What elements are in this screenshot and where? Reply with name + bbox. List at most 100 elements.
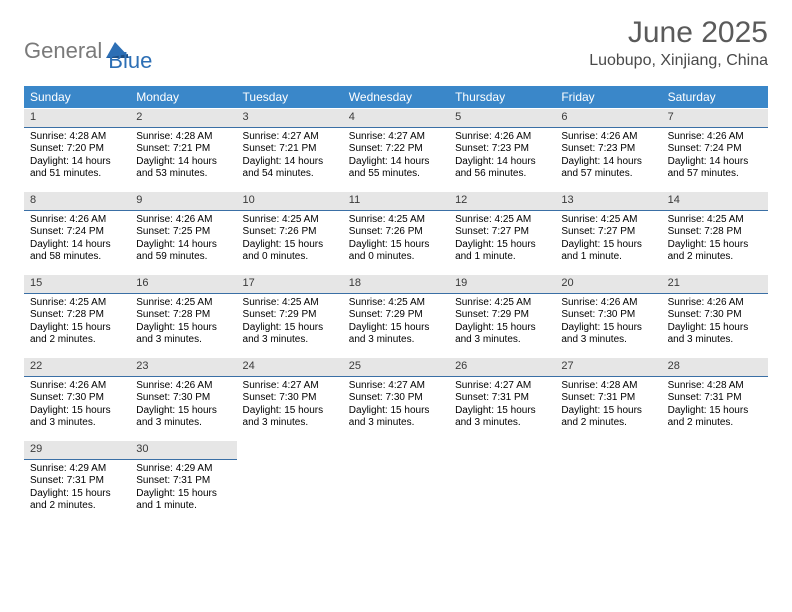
sunset-text: Sunset: 7:31 PM — [561, 392, 655, 405]
daylight-text-2: and 55 minutes. — [349, 168, 443, 181]
daylight-text-2: and 3 minutes. — [668, 334, 762, 347]
daylight-text-1: Daylight: 15 hours — [136, 405, 230, 418]
empty-day-cell — [555, 441, 661, 523]
sunset-text: Sunset: 7:28 PM — [30, 309, 124, 322]
logo-text-general: General — [24, 38, 102, 64]
sunset-text: Sunset: 7:26 PM — [349, 226, 443, 239]
day-details: Sunrise: 4:25 AMSunset: 7:28 PMDaylight:… — [24, 294, 130, 353]
day-number: 23 — [130, 358, 236, 377]
day-cell: 18Sunrise: 4:25 AMSunset: 7:29 PMDayligh… — [343, 275, 449, 357]
sunset-text: Sunset: 7:31 PM — [668, 392, 762, 405]
daylight-text-1: Daylight: 14 hours — [136, 239, 230, 252]
day-number: 10 — [237, 192, 343, 211]
sunrise-text: Sunrise: 4:27 AM — [243, 380, 337, 393]
sunset-text: Sunset: 7:30 PM — [30, 392, 124, 405]
day-cell: 12Sunrise: 4:25 AMSunset: 7:27 PMDayligh… — [449, 192, 555, 274]
daylight-text-2: and 3 minutes. — [349, 417, 443, 430]
day-cell: 19 Sunrise: 4:25 AMSunset: 7:29 PMDayligh… — [449, 275, 555, 357]
day-number: 19 — [449, 275, 555, 294]
day-details: Sunrise: 4:29 AMSunset: 7:31 PMDaylight:… — [24, 460, 130, 519]
day-cell: 23Sunrise: 4:26 AMSunset: 7:30 PMDayligh… — [130, 358, 236, 440]
daylight-text-1: Daylight: 15 hours — [668, 322, 762, 335]
daylight-text-2: and 1 minute. — [136, 500, 230, 513]
day-details: Sunrise: 4:25 AMSunset: 7:26 PMDaylight:… — [343, 211, 449, 270]
day-number: 26 — [449, 358, 555, 377]
sunset-text: Sunset: 7:31 PM — [455, 392, 549, 405]
sunset-text: Sunset: 7:22 PM — [349, 143, 443, 156]
day-details: Sunrise: 4:25 AMSunset: 7:27 PMDaylight:… — [449, 211, 555, 270]
sunrise-text: Sunrise: 4:25 AM — [30, 297, 124, 310]
day-cell: 27Sunrise: 4:28 AMSunset: 7:31 PMDayligh… — [555, 358, 661, 440]
sunrise-text: Sunrise: 4:27 AM — [349, 131, 443, 144]
daylight-text-2: and 2 minutes. — [30, 334, 124, 347]
day-number: 13 — [555, 192, 661, 211]
day-details: Sunrise: 4:26 AMSunset: 7:24 PMDaylight:… — [24, 211, 130, 270]
daylight-text-1: Daylight: 15 hours — [455, 322, 549, 335]
day-cell: 28Sunrise: 4:28 AMSunset: 7:31 PMDayligh… — [662, 358, 768, 440]
day-number: 2 — [130, 109, 236, 128]
day-details: Sunrise: 4:26 AMSunset: 7:30 PMDaylight:… — [24, 377, 130, 436]
sunrise-text: Sunrise: 4:27 AM — [349, 380, 443, 393]
day-details: Sunrise: 4:28 AMSunset: 7:31 PMDaylight:… — [555, 377, 661, 436]
daylight-text-2: and 2 minutes. — [668, 251, 762, 264]
empty-day-cell — [662, 441, 768, 523]
sunrise-text: Sunrise: 4:26 AM — [136, 214, 230, 227]
sunrise-text: Sunrise: 4:27 AM — [455, 380, 549, 393]
sunrise-text: Sunrise: 4:26 AM — [668, 297, 762, 310]
day-cell: 7Sunrise: 4:26 AMSunset: 7:24 PMDaylight… — [662, 109, 768, 191]
sunrise-text: Sunrise: 4:26 AM — [561, 131, 655, 144]
weekday-saturday: Saturday — [662, 86, 768, 108]
day-number: 5 — [449, 109, 555, 128]
day-details: Sunrise: 4:27 AMSunset: 7:30 PMDaylight:… — [343, 377, 449, 436]
day-details: Sunrise: 4:26 AMSunset: 7:23 PMDaylight:… — [449, 128, 555, 187]
daylight-text-1: Daylight: 15 hours — [30, 322, 124, 335]
daylight-text-1: Daylight: 15 hours — [561, 405, 655, 418]
location-text: Luobupo, Xinjiang, China — [589, 52, 768, 70]
weekday-friday: Friday — [555, 86, 661, 108]
sunset-text: Sunset: 7:30 PM — [561, 309, 655, 322]
day-number: 7 — [662, 109, 768, 128]
daylight-text-1: Daylight: 15 hours — [243, 239, 337, 252]
sunrise-text: Sunrise: 4:28 AM — [30, 131, 124, 144]
daylight-text-2: and 3 minutes. — [455, 417, 549, 430]
daylight-text-1: Daylight: 15 hours — [455, 239, 549, 252]
sunrise-text: Sunrise: 4:26 AM — [668, 131, 762, 144]
day-number: 9 — [130, 192, 236, 211]
daylight-text-1: Daylight: 14 hours — [349, 156, 443, 169]
day-cell: 10Sunrise: 4:25 AMSunset: 7:26 PMDayligh… — [237, 192, 343, 274]
daylight-text-2: and 3 minutes. — [136, 417, 230, 430]
weekday-header-row: Sunday Monday Tuesday Wednesday Thursday… — [24, 86, 768, 108]
sunset-text: Sunset: 7:29 PM — [455, 309, 549, 322]
day-number: 1 — [24, 109, 130, 128]
day-number: 24 — [237, 358, 343, 377]
weekday-sunday: Sunday — [24, 86, 130, 108]
day-number: 17 — [237, 275, 343, 294]
daylight-text-1: Daylight: 15 hours — [349, 322, 443, 335]
daylight-text-2: and 0 minutes. — [243, 251, 337, 264]
sunrise-text: Sunrise: 4:25 AM — [243, 297, 337, 310]
daylight-text-2: and 2 minutes. — [561, 417, 655, 430]
daylight-text-2: and 56 minutes. — [455, 168, 549, 181]
sunset-text: Sunset: 7:26 PM — [243, 226, 337, 239]
weekday-thursday: Thursday — [449, 86, 555, 108]
daylight-text-1: Daylight: 14 hours — [30, 156, 124, 169]
daylight-text-2: and 3 minutes. — [561, 334, 655, 347]
day-cell: 11Sunrise: 4:25 AMSunset: 7:26 PMDayligh… — [343, 192, 449, 274]
day-cell: 24Sunrise: 4:27 AMSunset: 7:30 PMDayligh… — [237, 358, 343, 440]
daylight-text-2: and 3 minutes. — [136, 334, 230, 347]
day-number: 12 — [449, 192, 555, 211]
sunset-text: Sunset: 7:27 PM — [561, 226, 655, 239]
logo-text-blue: Blue — [108, 48, 152, 74]
week-row: 15Sunrise: 4:25 AMSunset: 7:28 PMDayligh… — [24, 274, 768, 357]
day-cell: 3Sunrise: 4:27 AMSunset: 7:21 PMDaylight… — [237, 109, 343, 191]
daylight-text-2: and 3 minutes. — [243, 334, 337, 347]
day-details: Sunrise: 4:26 AMSunset: 7:25 PMDaylight:… — [130, 211, 236, 270]
sunrise-text: Sunrise: 4:26 AM — [455, 131, 549, 144]
daylight-text-1: Daylight: 15 hours — [30, 488, 124, 501]
day-details: Sunrise: 4:26 AMSunset: 7:24 PMDaylight:… — [662, 128, 768, 187]
week-row: 8Sunrise: 4:26 AMSunset: 7:24 PMDaylight… — [24, 191, 768, 274]
daylight-text-1: Daylight: 15 hours — [243, 322, 337, 335]
sunrise-text: Sunrise: 4:25 AM — [455, 297, 549, 310]
day-number: 29 — [24, 441, 130, 460]
sunset-text: Sunset: 7:30 PM — [136, 392, 230, 405]
